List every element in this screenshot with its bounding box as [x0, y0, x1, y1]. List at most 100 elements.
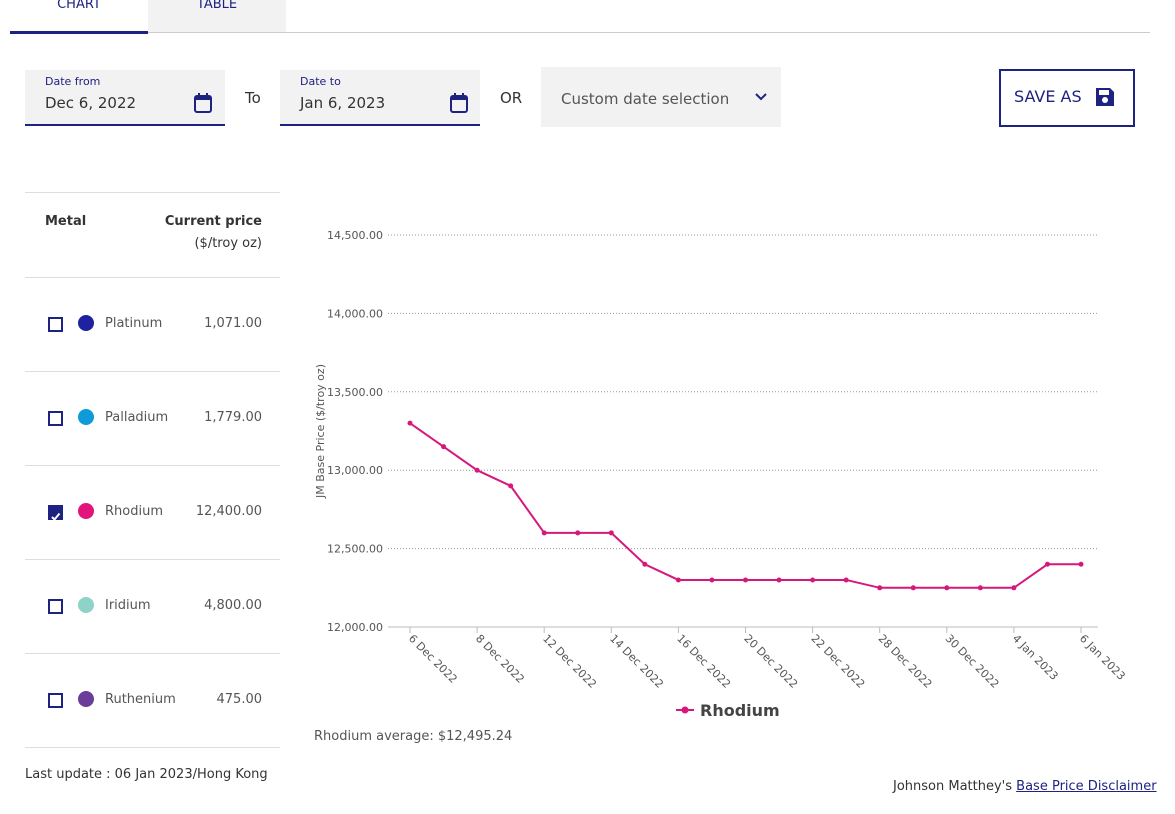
checkbox[interactable] — [48, 599, 63, 614]
date-select[interactable] — [541, 67, 781, 127]
y-tick-label: 13,000.00 — [327, 464, 383, 477]
x-tick-label: 8 Dec 2022 — [473, 632, 527, 686]
disclaimer-text: Johnson Matthey's — [893, 779, 1013, 794]
calendar-icon[interactable] — [449, 92, 469, 114]
point — [810, 577, 816, 583]
metal-name: Rhodium — [105, 504, 163, 519]
point — [709, 577, 715, 583]
point — [944, 585, 950, 591]
x-tick-label: 20 Dec 2022 — [741, 632, 800, 691]
metal-price: 1,779.00 — [204, 410, 262, 425]
x-tick-label: 14 Dec 2022 — [607, 632, 666, 691]
chevron-icon — [755, 93, 767, 101]
point — [474, 467, 480, 473]
point — [575, 530, 581, 536]
y-tick-label: 12,500.00 — [327, 543, 383, 556]
legend-marker — [681, 706, 689, 714]
save-icon — [1096, 88, 1114, 106]
table-border — [25, 371, 280, 372]
field-label: Date from — [45, 75, 101, 88]
point — [441, 444, 447, 450]
x-tick-label: 12 Dec 2022 — [540, 632, 599, 691]
metal-price: 12,400.00 — [195, 504, 262, 519]
metal-price: 4,800.00 — [204, 598, 262, 613]
point — [508, 483, 514, 489]
x-tick-label: 16 Dec 2022 — [674, 632, 733, 691]
y-tick-label: 14,500.00 — [327, 229, 383, 242]
table-border — [25, 277, 280, 278]
metal-name: Iridium — [105, 598, 151, 613]
calendar-icon[interactable] — [193, 92, 213, 114]
point — [1011, 585, 1017, 591]
table-header: ($/troy oz) — [194, 236, 262, 251]
y-axis-label: JM Base Price ($/troy oz) — [314, 364, 327, 499]
to-label: To — [245, 89, 261, 107]
field-value: Jan 6, 2023 — [300, 94, 386, 112]
point — [675, 577, 681, 583]
point — [910, 585, 916, 591]
metal-name: Ruthenium — [105, 692, 176, 707]
table-border — [25, 465, 280, 466]
table-border — [25, 653, 280, 654]
date-from-field[interactable] — [25, 70, 225, 126]
disclaimer: Johnson Matthey's Base Price Disclaimer — [893, 779, 1157, 794]
point — [843, 577, 849, 583]
point — [977, 585, 983, 591]
point — [541, 530, 547, 536]
x-tick-label: 6 Dec 2022 — [406, 632, 460, 686]
field-value: Dec 6, 2022 — [45, 94, 137, 112]
metal-dot — [78, 597, 94, 613]
point — [776, 577, 782, 583]
tab[interactable]: CHART — [57, 0, 101, 12]
save-button[interactable] — [999, 69, 1135, 127]
tab-underline — [10, 31, 148, 34]
y-tick-label: 13,500.00 — [327, 386, 383, 399]
legend-label: Rhodium — [700, 701, 780, 720]
tab[interactable]: TABLE — [196, 0, 238, 12]
date-to-field[interactable] — [280, 70, 480, 126]
series-line — [409, 422, 1081, 589]
checkbox[interactable] — [48, 411, 63, 426]
metal-dot — [78, 315, 94, 331]
table-border — [25, 559, 280, 560]
x-tick-label: 30 Dec 2022 — [943, 632, 1002, 691]
save-label: SAVE AS — [1014, 87, 1082, 106]
or-label: OR — [500, 89, 523, 107]
table-header: Current price — [164, 214, 262, 229]
metal-name: Palladium — [105, 410, 169, 425]
metal-name: Platinum — [105, 316, 163, 331]
metal-price: 475.00 — [216, 692, 263, 707]
metal-dot — [78, 409, 94, 425]
point — [743, 577, 748, 583]
x-tick-label: 6 Jan 2023 — [1077, 632, 1128, 683]
disclaimer-link[interactable]: Base Price Disclaimer — [1016, 779, 1157, 794]
table-tab-bg[interactable] — [148, 0, 286, 33]
table-border — [25, 747, 280, 748]
checkbox[interactable] — [48, 505, 63, 521]
point — [1044, 561, 1050, 567]
tab-divider — [10, 32, 1150, 33]
checkmark — [51, 512, 61, 521]
x-tick-label: 4 Jan 2023 — [1010, 632, 1061, 683]
point — [1078, 561, 1084, 567]
last-update: Last update : 06 Jan 2023/Hong Kong — [25, 767, 268, 782]
table-border — [25, 192, 280, 193]
point — [407, 420, 413, 426]
select-value: Custom date selection — [561, 90, 730, 108]
metal-dot — [78, 691, 94, 707]
y-tick-label: 12,000.00 — [327, 621, 383, 634]
point — [877, 585, 883, 591]
metal-dot — [78, 503, 94, 519]
point — [642, 561, 648, 567]
metal-price: 1,071.00 — [204, 316, 262, 331]
y-tick-label: 14,000.00 — [327, 307, 383, 320]
average-text: Rhodium average: $12,495.24 — [314, 729, 513, 744]
table-header: Metal — [45, 214, 87, 229]
field-label: Date to — [300, 75, 341, 88]
checkbox[interactable] — [48, 693, 63, 708]
point — [608, 530, 614, 536]
checkbox[interactable] — [48, 317, 63, 332]
